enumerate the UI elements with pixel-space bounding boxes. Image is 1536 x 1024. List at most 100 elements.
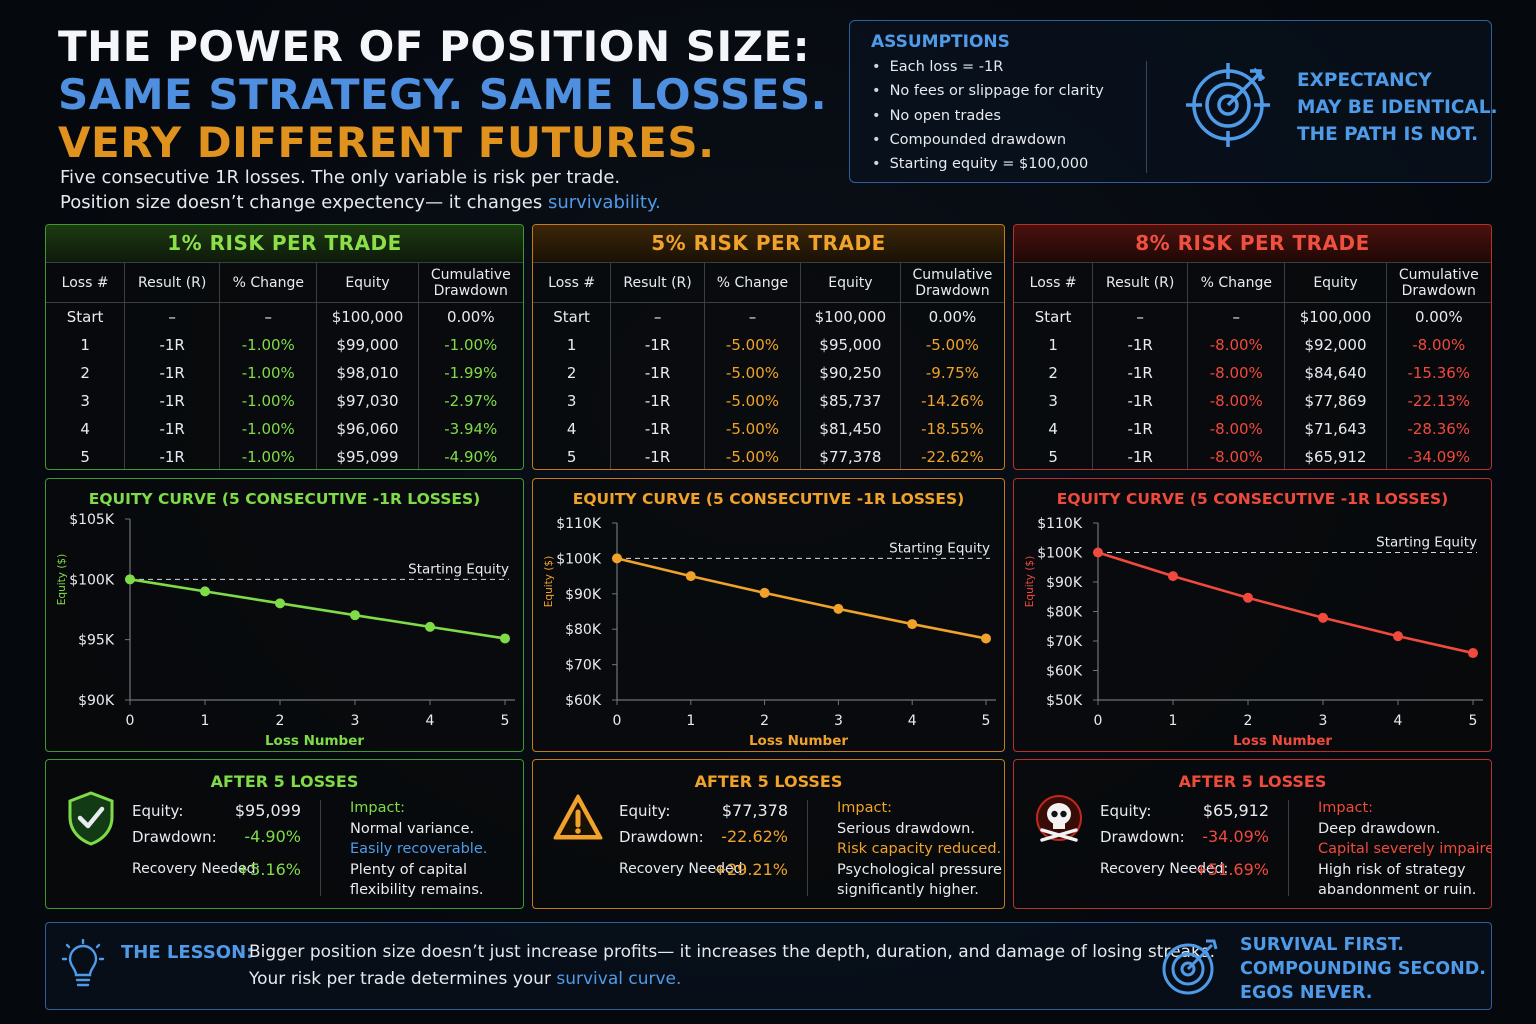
column-header: % Change [703, 262, 801, 303]
table-cell: -1.00% [219, 442, 317, 469]
y-tick-label: $90K [565, 587, 602, 603]
column-header: Equity [800, 262, 901, 303]
skull-icon [1036, 795, 1082, 842]
expectancy-line: THE PATH IS NOT. [1297, 124, 1479, 145]
equity-label: Equity: [132, 802, 184, 820]
chart-title: EQUITY CURVE (5 CONSECUTIVE -1R LOSSES) [1056, 490, 1449, 508]
impact-line: Psychological pressure [837, 861, 1002, 878]
table-cell: Start [1034, 307, 1072, 326]
column-header: % Change [219, 262, 317, 303]
table-cell: $95,099 [316, 442, 419, 469]
table-cell: -5.00% [703, 358, 801, 387]
risk-table-panel: 8% RISK PER TRADE Loss # Result (R)% Chang… [1013, 224, 1492, 470]
table-cell: 3 [80, 391, 90, 410]
y-tick-label: $90K [78, 693, 115, 709]
impact-line: Serious drawdown. [837, 820, 975, 837]
expectancy-line: MAY BE IDENTICAL. [1297, 97, 1498, 118]
y-axis-label: Equity ($) [1024, 556, 1036, 607]
data-point [685, 571, 696, 582]
table-cell: $100,000 [800, 302, 901, 331]
equity-value: $95,099 [234, 801, 301, 820]
series-line [129, 578, 506, 640]
table-cell: 5 [1048, 447, 1058, 466]
table-cell: -9.75% [899, 358, 1004, 387]
recovery-value: +51.69% [1194, 860, 1269, 879]
summary-title: AFTER 5 LOSSES [1178, 772, 1327, 791]
table-cell: $100,000 [316, 302, 419, 331]
table-cell: $92,000 [1284, 330, 1387, 359]
table-cell: – [1092, 302, 1188, 331]
table-cell: -8.00% [1187, 358, 1285, 387]
data-point [1243, 592, 1253, 603]
table-header-row: Loss # Result (R)% Change Equity Cumulative… [1014, 262, 1491, 303]
data-point [1093, 547, 1103, 558]
table-cell: -1R [610, 358, 705, 387]
list-item: No fees or slippage for clarity [872, 83, 1104, 107]
summary-panel: AFTER 5 LOSSES Equity: $77,378 Drawdown: -22… [532, 759, 1005, 909]
x-tick-label: 4 [908, 713, 917, 729]
impact-line: Deep drawdown. [1318, 820, 1441, 837]
expectancy-note: EXPECTANCY MAY BE IDENTICAL. THE PATH IS… [1297, 67, 1498, 148]
table-row: 3 -1R -5.00% $85,737 -14.26% [533, 386, 1004, 415]
equity-table: Loss # Result (R)% Change Equity Cumulative… [1014, 262, 1491, 469]
subtitle-line-1: Five consecutive 1R losses. The only var… [60, 167, 621, 188]
list-item: Starting equity = $100,000 [872, 156, 1104, 180]
table-cell: $85,737 [800, 386, 901, 415]
y-tick-label: $110K [556, 516, 602, 532]
table-cell: Start [66, 307, 104, 326]
series-line [616, 557, 987, 640]
subtitle-line-2: Position size doesn’t change expectency—… [60, 192, 661, 213]
table-cell: -5.00% [703, 330, 801, 359]
series-line [1097, 551, 1474, 655]
table-row: 4 -1R -1.00% $96,060 -3.94% [46, 414, 523, 443]
shield-check-icon [68, 791, 114, 846]
table-cell: 0.00% [417, 302, 523, 331]
table-cell: $65,912 [1284, 442, 1387, 469]
summary-title: AFTER 5 LOSSES [694, 772, 843, 791]
table-cell: -1.99% [417, 358, 523, 387]
y-tick-label: $90K [1046, 575, 1083, 591]
table-cell: -1R [1092, 330, 1188, 359]
subtitle-text: Position size doesn’t change expectency—… [60, 192, 548, 213]
table-cell: -1R [124, 414, 220, 443]
table-cell: 1 [1048, 335, 1058, 354]
lesson-highlight: survival curve. [556, 969, 682, 989]
data-point [1168, 571, 1178, 582]
impact-label: Impact: [1318, 800, 1374, 816]
table-cell: – [1187, 302, 1285, 331]
table-cell: -1R [1092, 414, 1188, 443]
y-tick-label: $95K [78, 633, 115, 649]
data-point [612, 553, 622, 564]
assumptions-list: Each loss = -1R No fees or slippage for … [872, 59, 1104, 180]
slogan-line: COMPOUNDING SECOND. [1240, 959, 1486, 979]
x-tick-label: 0 [126, 713, 135, 729]
risk-table-panel: 1% RISK PER TRADE Loss # Result (R)% Chang… [45, 224, 524, 470]
data-point [275, 598, 285, 609]
chart-svg: $60K $70K $80K $90K $100K $110K 0 1 2 3 4 5 Loss Num… [543, 516, 996, 749]
equity-label: Equity: [1100, 802, 1152, 820]
table-cell: -1R [610, 330, 705, 359]
table-cell: 2 [80, 363, 90, 382]
table-cell: – [703, 302, 801, 331]
data-point [350, 610, 360, 621]
x-tick-label: 5 [982, 713, 991, 729]
equity-table: Loss # Result (R)% Change Equity Cumulative… [46, 262, 523, 469]
table-cell: -15.36% [1385, 358, 1491, 387]
table-cell: 1 [80, 335, 90, 354]
table-cell: -1.00% [219, 386, 317, 415]
y-tick-label: $100K [69, 572, 115, 588]
expectancy-line: EXPECTANCY [1297, 70, 1432, 91]
summary-panel: AFTER 5 LOSSES Equity: $95,099 Drawdown: -4.… [45, 759, 524, 909]
table-cell: 2 [1048, 363, 1058, 382]
divider [807, 800, 808, 896]
table-cell: -1R [610, 442, 705, 469]
x-tick-label: 1 [686, 713, 695, 729]
recovery-label: Recovery Needed: [1100, 861, 1229, 877]
table-cell: -22.62% [899, 442, 1004, 469]
table-cell: -4.90% [417, 442, 523, 469]
table-cell: -5.00% [703, 442, 801, 469]
table-cell: $90,250 [800, 358, 901, 387]
recovery-label: Recovery Needed: [132, 861, 261, 877]
table-cell: 0.00% [1385, 302, 1491, 331]
table-cell: – [219, 302, 317, 331]
